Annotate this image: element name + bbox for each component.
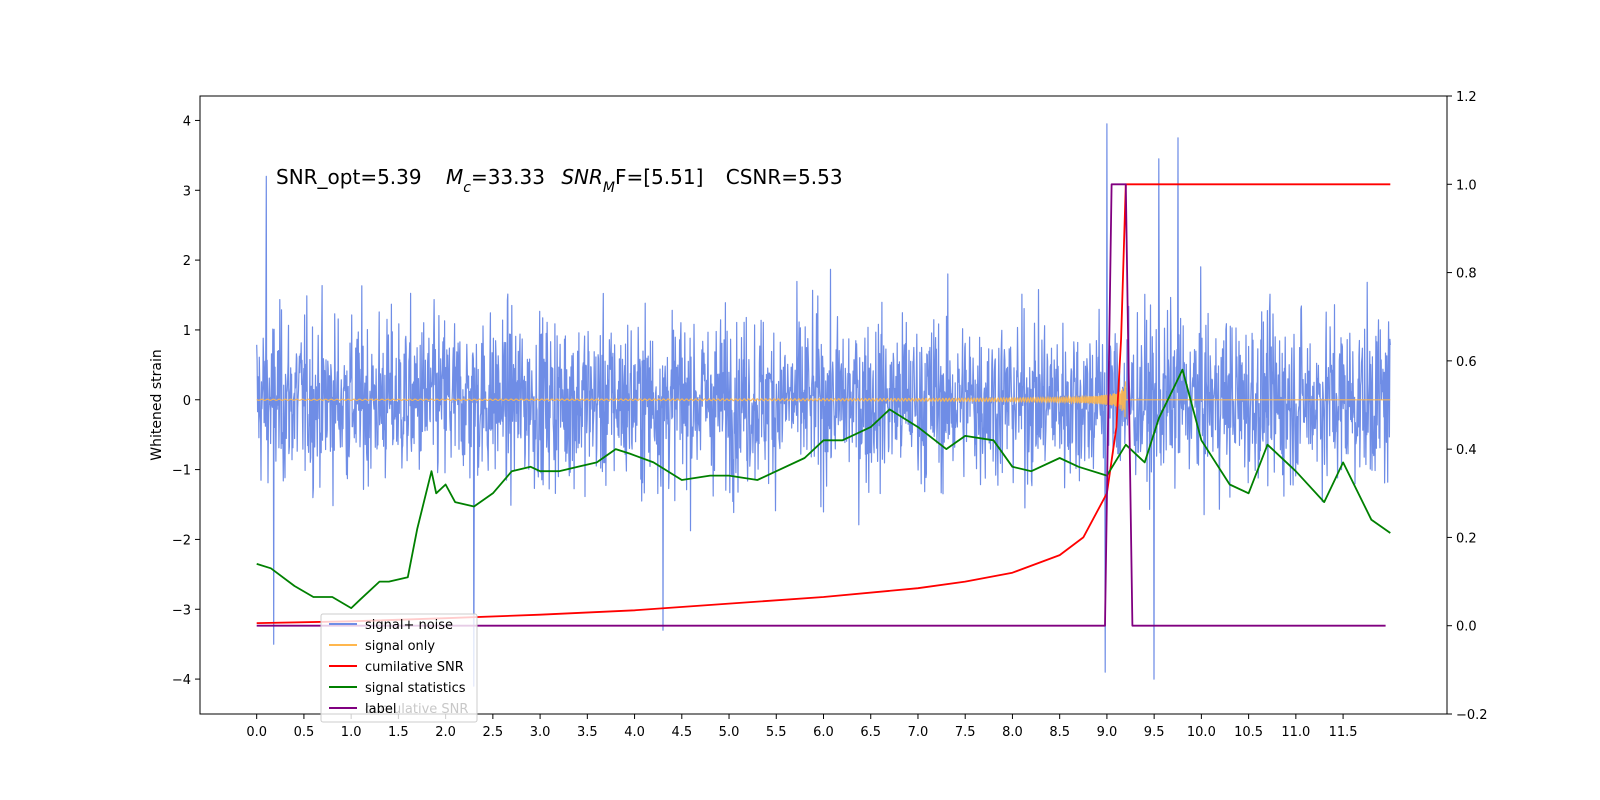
y2-axis-ticks: 1.2 1.0 0.8 0.6 0.4 0.2 0.0 −0.2 (1447, 90, 1488, 723)
y-tick-label: −1 (172, 464, 191, 479)
series-cumulative-snr (256, 183, 1391, 624)
y2-tick-label: 1.2 (1456, 90, 1477, 105)
x-tick-label: 4.0 (624, 725, 645, 740)
y-tick-label: 1 (183, 324, 191, 339)
x-tick-label: 8.0 (1002, 725, 1023, 740)
y-tick-label: −3 (172, 603, 191, 618)
x-tick-label: 8.5 (1049, 725, 1070, 740)
x-tick-label: 5.5 (766, 725, 787, 740)
x-tick-label: 3.0 (530, 725, 551, 740)
x-tick-label: 0.0 (246, 725, 267, 740)
annotation-snrmf-value: F=[5.51] (615, 165, 703, 189)
y-tick-label: −2 (172, 533, 191, 548)
annotation-mc-value: =33.33 (471, 165, 545, 189)
x-tick-label: 11.5 (1329, 725, 1358, 740)
x-tick-label: 3.5 (577, 725, 598, 740)
annotation-csnr: CSNR=5.53 (726, 165, 843, 189)
x-tick-label: 6.5 (860, 725, 881, 740)
annotation-snrmf-sub: M (603, 180, 615, 196)
x-tick-label: 1.5 (388, 725, 409, 740)
y2-tick-label: 0.8 (1456, 267, 1477, 282)
series-signal-only (256, 381, 1391, 418)
x-tick-label: 11.0 (1281, 725, 1310, 740)
x-tick-label: 10.0 (1187, 725, 1216, 740)
x-tick-label: 1.0 (341, 725, 362, 740)
legend-label-signal-statistics: signal statistics (365, 681, 466, 696)
legend-label-label: label (365, 702, 396, 717)
legend-label-signal-only: signal only (365, 639, 435, 654)
y-axis-ticks: 4 3 2 1 0 −1 −2 −3 −4 (172, 114, 200, 688)
x-tick-label: 10.5 (1234, 725, 1263, 740)
annotation-mc-symbol: M (446, 165, 463, 189)
y-tick-label: 2 (183, 254, 191, 269)
x-tick-label: 7.5 (955, 725, 976, 740)
y-tick-label: 3 (183, 184, 191, 199)
y-tick-label: 0 (183, 394, 191, 409)
annotation-snr-opt: SNR_opt=5.39 (276, 165, 422, 189)
plot-data (256, 123, 1391, 687)
legend-label-cumulative-snr: cumilative SNR (365, 660, 464, 675)
y-tick-label: −4 (172, 673, 191, 688)
annotation-snrmf-symbol: SNR (561, 165, 603, 189)
y-axis-label: Whitened strain (149, 349, 165, 460)
x-axis-ticks: 0.0 0.5 1.0 1.5 2.0 2.5 3.0 3.5 4.0 4.5 5.0 5.5 6.0 6… (246, 714, 1358, 740)
x-tick-label: 6.0 (813, 725, 834, 740)
y2-tick-label: 0.2 (1456, 531, 1477, 546)
x-tick-label: 9.5 (1144, 725, 1165, 740)
series-signal-statistics (256, 368, 1391, 609)
x-tick-label: 2.5 (483, 725, 504, 740)
legend-overlap-text: cumulative SNR (365, 702, 468, 717)
legend-label-signal-noise: signal+ noise (365, 618, 453, 633)
series-label (256, 183, 1386, 627)
y2-tick-label: 0.0 (1456, 620, 1477, 635)
legend-box (320, 613, 478, 723)
y2-tick-label: 0.6 (1456, 355, 1477, 370)
y2-tick-label: −0.2 (1456, 708, 1488, 723)
annotation: SNR_opt=5.39 Mc=33.33 SNRMF=[5.51] CSNR=… (276, 165, 843, 196)
annotation-mc-sub: c (463, 180, 471, 196)
x-tick-label: 2.0 (435, 725, 456, 740)
legend: signal+ noise signal only cumilative SNR… (320, 613, 478, 723)
y-tick-label: 4 (183, 114, 191, 129)
y2-tick-label: 0.4 (1456, 443, 1477, 458)
series-signal-noise (256, 123, 1391, 687)
x-tick-label: 5.0 (719, 725, 740, 740)
y2-tick-label: 1.0 (1456, 178, 1477, 193)
x-tick-label: 4.5 (671, 725, 692, 740)
x-tick-label: 9.0 (1097, 725, 1118, 740)
x-tick-label: 7.0 (908, 725, 929, 740)
x-tick-label: 0.5 (294, 725, 315, 740)
